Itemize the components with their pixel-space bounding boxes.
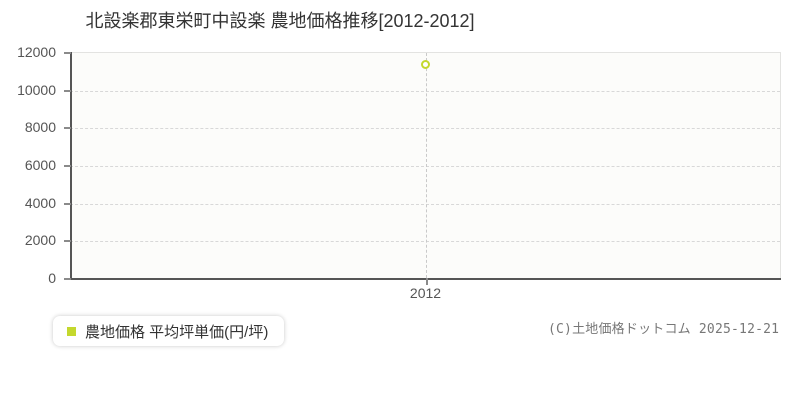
y-axis-tick [64, 240, 71, 243]
gridline-vertical [425, 53, 427, 278]
plot-area [70, 52, 781, 278]
y-axis-tick-label: 12000 [17, 44, 56, 60]
y-axis-tick-label: 10000 [17, 81, 56, 98]
y-axis-tick [64, 89, 71, 92]
data-point[interactable] [421, 59, 430, 69]
y-axis-tick [64, 127, 71, 130]
y-axis-tick [64, 278, 71, 280]
gridline-horizontal [70, 241, 780, 243]
gridlines [70, 53, 780, 278]
y-axis-tick-label: 6000 [24, 157, 56, 173]
gridline-horizontal [70, 203, 780, 205]
x-axis-tick-label: 2012 [409, 285, 442, 301]
chart-title: 北設楽郡東栄町中設楽 農地価格推移[2012-2012] [85, 11, 475, 31]
legend[interactable]: 農地価格 平均坪単価(円/坪) [53, 316, 285, 346]
gridline-horizontal [70, 128, 780, 130]
y-axis-tick [64, 52, 71, 54]
y-axis-tick-label: 0 [48, 270, 56, 286]
y-axis-tick-label: 8000 [24, 119, 56, 136]
y-axis-tick [64, 165, 71, 167]
y-axis-tick [64, 202, 71, 205]
gridline-horizontal [70, 166, 780, 167]
copyright-credit: (C)土地価格ドットコム 2025-12-21 [548, 322, 780, 337]
gridline-horizontal [70, 90, 780, 92]
data-series-layer [70, 53, 780, 278]
x-axis-tick [425, 278, 428, 285]
y-axis-line [70, 52, 72, 279]
legend-swatch-icon [67, 326, 76, 336]
y-axis-tick-label: 4000 [24, 194, 56, 211]
legend-item-label: 農地価格 平均坪単価(円/坪) [85, 323, 269, 341]
y-axis-tick-label: 2000 [24, 232, 56, 249]
